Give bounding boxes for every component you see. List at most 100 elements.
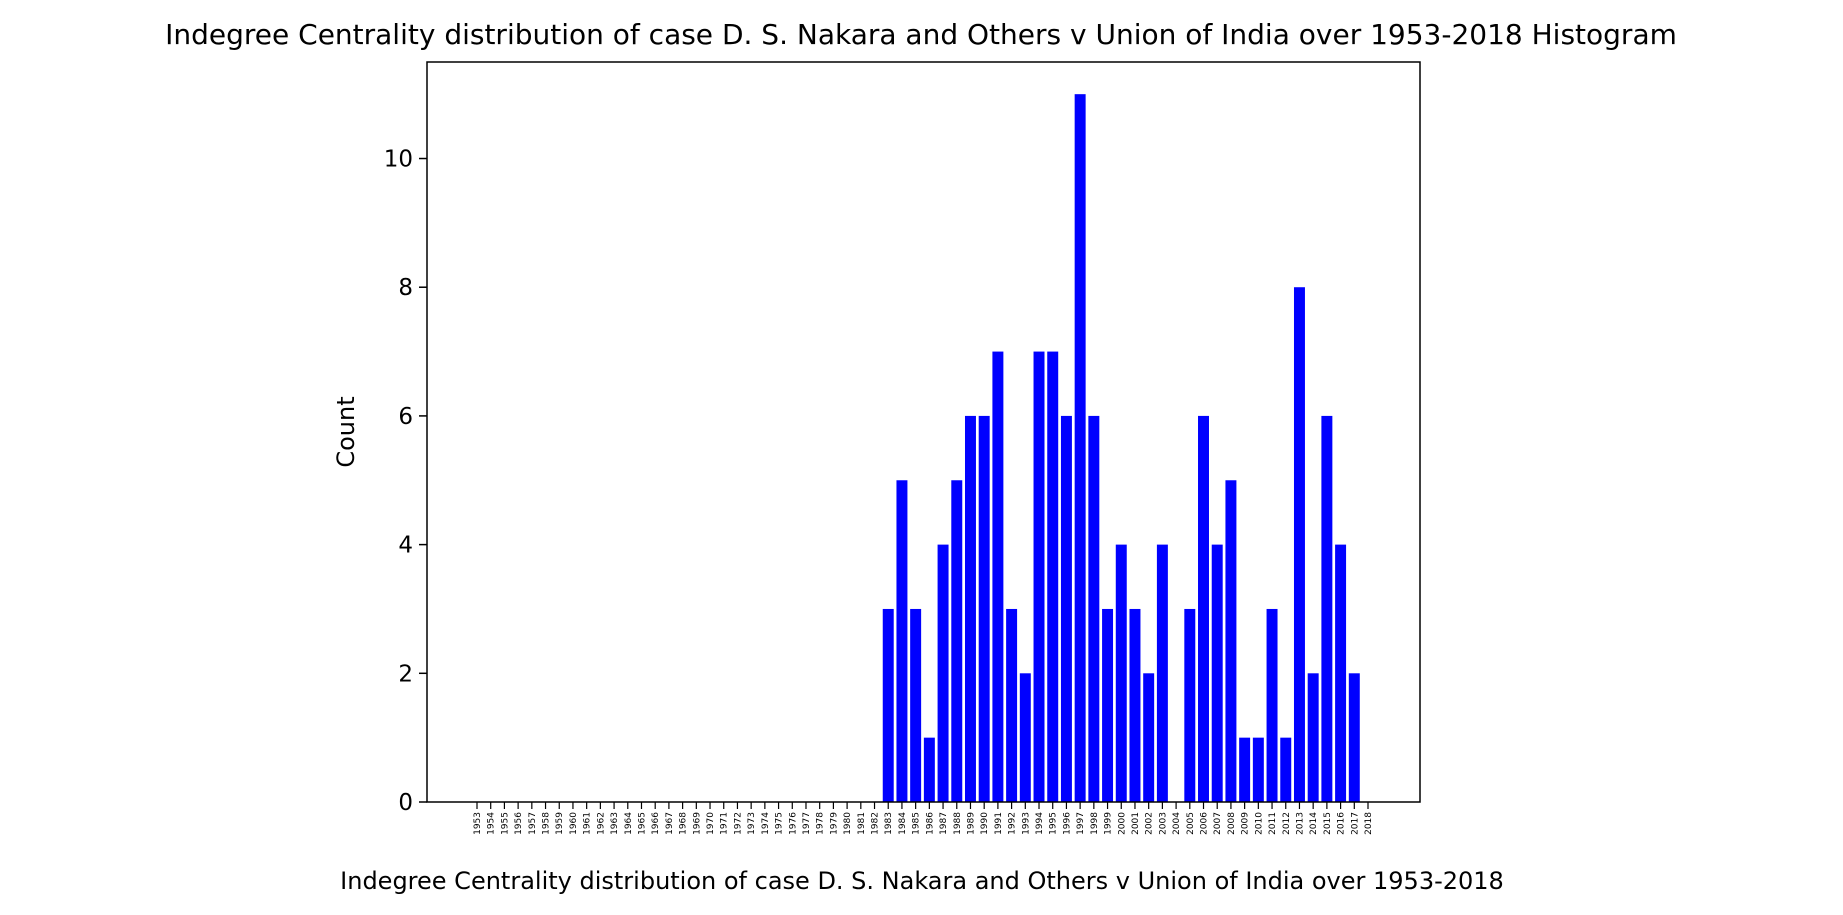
bar-2011 — [1266, 608, 1278, 802]
bar-2003 — [1156, 544, 1168, 802]
bar-2006 — [1198, 415, 1209, 802]
y-axis-label: Count — [332, 396, 360, 467]
bar-1996 — [1060, 415, 1072, 802]
x-tick-label: 1987 — [939, 812, 949, 835]
x-tick-label: 1964 — [624, 812, 634, 835]
x-tick-label: 1966 — [651, 812, 661, 835]
bar-1997 — [1074, 94, 1086, 803]
x-tick-label: 2014 — [1309, 812, 1319, 835]
x-tick-label: 2011 — [1268, 812, 1278, 835]
x-tick-label: 1995 — [1049, 812, 1059, 835]
bar-2002 — [1143, 673, 1155, 802]
x-tick-label: 1985 — [912, 812, 922, 835]
x-tick-label: 2018 — [1364, 812, 1374, 835]
x-tick-label: 2008 — [1227, 812, 1237, 835]
bar-2013 — [1293, 287, 1305, 803]
x-tick-label: 2002 — [1145, 812, 1155, 835]
x-tick-label: 1994 — [1035, 812, 1045, 835]
x-tick-label: 1978 — [816, 812, 826, 835]
y-axis: 0 2 4 6 8 10 — [384, 147, 427, 816]
x-tick-label: 1971 — [720, 812, 730, 835]
x-tick-label: 2010 — [1254, 812, 1264, 835]
plot-frame — [426, 61, 1421, 803]
x-tick-label: 1990 — [980, 812, 990, 835]
x-tick-label: 2005 — [1186, 812, 1196, 835]
x-tick-label: 2004 — [1172, 812, 1182, 835]
bar-2015 — [1321, 415, 1333, 802]
x-tick-label: 1983 — [884, 812, 894, 835]
bar-1989 — [964, 415, 976, 802]
x-tick-label: 1991 — [994, 812, 1004, 835]
x-tick-label: 1967 — [665, 812, 675, 835]
x-tick-label: 1965 — [637, 812, 647, 835]
bar-2016 — [1335, 544, 1347, 802]
x-tick-label: 1961 — [583, 812, 593, 835]
x-tick-label: 1956 — [514, 812, 524, 835]
bar-1988 — [951, 480, 963, 802]
x-tick-label: 1979 — [829, 812, 839, 835]
x-tick-label: 1955 — [500, 812, 510, 835]
x-tick-label: 1984 — [898, 812, 908, 835]
x-tick-label: 2009 — [1241, 812, 1251, 835]
x-tick-label: 1988 — [953, 812, 963, 835]
bar-1986 — [923, 737, 935, 802]
x-tick-label: 1963 — [610, 812, 620, 835]
x-tick-label: 1975 — [775, 812, 785, 835]
chart-title: Indegree Centrality distribution of case… — [165, 18, 1677, 51]
x-tick-label: 1953 — [473, 812, 483, 835]
bar-2014 — [1307, 673, 1319, 802]
x-tick-label: 2007 — [1213, 812, 1223, 835]
y-tick-label: 4 — [398, 533, 413, 559]
x-tick-label: 2015 — [1323, 812, 1333, 835]
bar-1992 — [1006, 608, 1018, 802]
x-tick-label: 1993 — [1021, 812, 1031, 835]
x-tick-label: 1976 — [788, 812, 798, 835]
y-tick-label: 10 — [384, 147, 413, 173]
x-tick-label: 2001 — [1131, 812, 1141, 835]
x-tick-label: 1970 — [706, 812, 716, 835]
bar-1984 — [896, 480, 908, 802]
bar-2001 — [1129, 608, 1141, 802]
y-tick-label: 6 — [398, 404, 413, 430]
bar-1991 — [992, 351, 1004, 802]
x-tick-label: 1981 — [857, 812, 867, 835]
x-tick-label: 1997 — [1076, 812, 1086, 835]
bar-1985 — [910, 608, 922, 802]
x-tick-label: 1957 — [528, 812, 538, 835]
bar-1999 — [1102, 608, 1114, 802]
x-axis: 1953 1954 1955 1956 1957 1958 1959 1960 1961 1962… — [473, 802, 1374, 835]
x-tick-label: 1958 — [542, 812, 552, 835]
x-tick-label: 2013 — [1295, 812, 1305, 835]
bar-2010 — [1252, 737, 1264, 802]
x-tick-label: 1972 — [733, 812, 743, 835]
x-tick-label: 1974 — [761, 812, 771, 835]
x-tick-label: 2000 — [1117, 812, 1127, 835]
y-tick-label: 2 — [398, 661, 413, 687]
x-tick-label: 2016 — [1337, 812, 1347, 835]
x-tick-label: 1969 — [692, 812, 702, 835]
x-axis-label: Indegree Centrality distribution of case… — [340, 867, 1504, 895]
bar-1994 — [1033, 351, 1045, 802]
x-tick-label: 1989 — [966, 812, 976, 835]
bar-1998 — [1088, 415, 1100, 802]
x-tick-label: 2006 — [1200, 812, 1210, 835]
bar-1993 — [1019, 673, 1031, 802]
bar-2012 — [1280, 737, 1292, 802]
x-tick-label: 1968 — [679, 812, 689, 835]
bar-2000 — [1115, 544, 1127, 802]
x-tick-label: 2017 — [1350, 812, 1360, 835]
x-tick-label: 1954 — [487, 812, 497, 835]
x-tick-label: 1986 — [925, 812, 935, 835]
x-tick-label: 2012 — [1282, 812, 1292, 835]
x-tick-label: 1996 — [1062, 812, 1072, 835]
bar-2007 — [1211, 544, 1223, 802]
x-tick-label: 1982 — [871, 812, 881, 835]
x-tick-label: 1999 — [1104, 812, 1114, 835]
x-tick-label: 1977 — [802, 812, 812, 835]
x-tick-label: 1959 — [555, 812, 565, 835]
bar-1990 — [978, 415, 990, 802]
y-tick-label: 0 — [398, 790, 413, 816]
bar-1987 — [937, 544, 949, 802]
x-tick-label: 1973 — [747, 812, 757, 835]
